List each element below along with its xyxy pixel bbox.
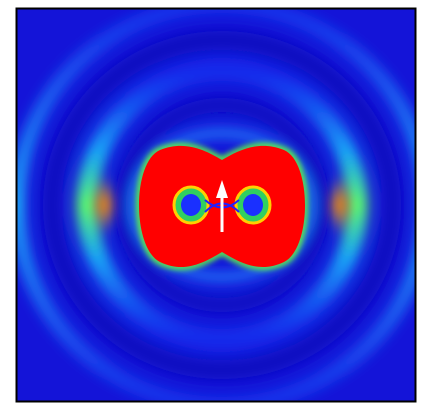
page: (() => { const data = JSON.parse(documen… [0,0,426,409]
field [17,5,426,405]
field-view [0,0,426,409]
